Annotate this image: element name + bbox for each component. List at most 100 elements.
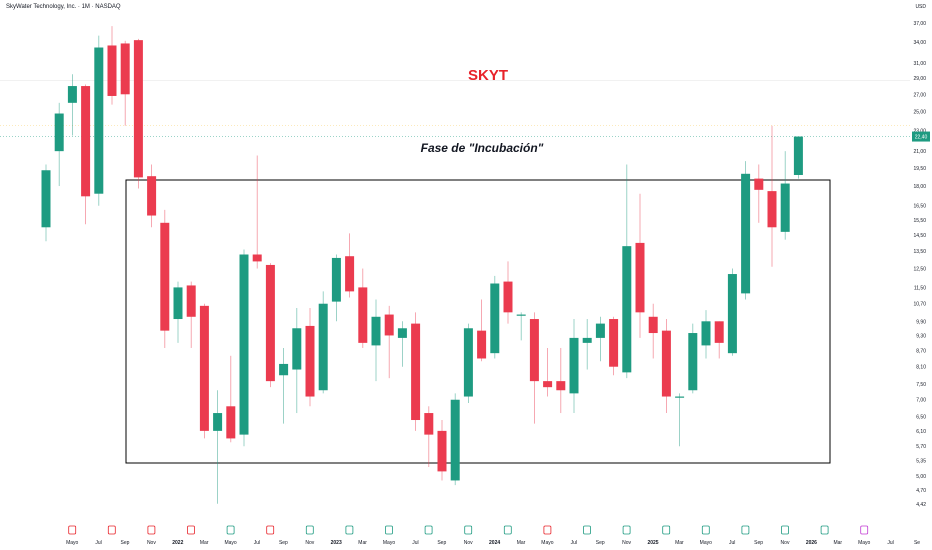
candle-body <box>582 337 592 343</box>
y-tick-label: 6,50 <box>916 415 926 421</box>
earnings-marker <box>107 525 116 535</box>
candle-body <box>120 43 130 95</box>
x-tick-label: Mayo <box>383 540 395 546</box>
candle <box>173 281 183 343</box>
x-tick-label: Sep <box>279 540 288 546</box>
candle-body <box>661 330 671 397</box>
y-tick-label: 34,00 <box>913 40 926 46</box>
candle-body <box>477 330 487 359</box>
candle-body <box>767 191 777 228</box>
earnings-marker <box>701 525 710 535</box>
candle <box>186 281 196 348</box>
candle <box>609 316 619 376</box>
candle-body <box>635 242 645 313</box>
candle <box>463 323 473 403</box>
ticker-annotation: SKYT <box>468 67 508 84</box>
candle-body <box>727 274 737 354</box>
y-tick-label: 27,00 <box>913 92 926 98</box>
earnings-marker <box>305 525 314 535</box>
candle <box>516 312 526 341</box>
candle <box>226 355 236 443</box>
y-tick-label: 21,00 <box>913 149 926 155</box>
candle <box>331 254 341 322</box>
candle-body <box>147 176 157 216</box>
phase-annotation: Fase de "Incubación" <box>421 141 544 155</box>
earnings-marker <box>741 525 750 535</box>
candle <box>450 393 460 486</box>
candle-body <box>595 323 605 338</box>
candle <box>358 268 368 348</box>
candle <box>675 393 685 447</box>
y-tick-label: 5,35 <box>916 459 926 465</box>
candle <box>595 316 605 362</box>
candle <box>503 261 513 324</box>
x-tick-label: Jul <box>887 540 893 546</box>
earnings-marker <box>820 525 829 535</box>
candle-body <box>226 406 236 439</box>
x-tick-label: Nov <box>147 540 156 546</box>
candle-body <box>503 281 513 313</box>
candle-body <box>81 86 91 197</box>
y-tick-label: 4,42 <box>916 502 926 508</box>
candle-body <box>41 170 51 228</box>
y-tick-label: 11,50 <box>914 285 926 291</box>
earnings-marker <box>860 525 869 535</box>
candle <box>54 102 64 187</box>
candle-body <box>411 323 421 421</box>
candle <box>477 299 487 362</box>
candle <box>701 310 711 359</box>
candle <box>265 263 275 388</box>
y-tick-label: 15,50 <box>913 218 926 224</box>
earnings-marker <box>187 525 195 535</box>
x-tick-label: Nov <box>781 540 790 546</box>
candle-body <box>529 319 539 382</box>
x-tick-label: Mayo <box>224 540 236 546</box>
candle <box>305 307 315 407</box>
candle-body <box>331 257 341 302</box>
price-axis: 37,0034,0031,0029,0027,0025,0023,0021,00… <box>912 21 930 508</box>
candle-body <box>424 413 434 435</box>
x-tick-label: Jul <box>95 540 101 546</box>
candle <box>133 38 143 189</box>
candle-body <box>516 314 526 316</box>
candle-body <box>490 283 500 354</box>
x-tick-label: Mayo <box>700 540 712 546</box>
candle-body <box>675 396 685 398</box>
candle <box>741 161 751 300</box>
x-tick-label: 2025 <box>647 540 658 546</box>
grid-layer <box>0 80 910 137</box>
candle-body <box>754 178 764 190</box>
candle-body <box>54 113 64 152</box>
candle <box>661 319 671 414</box>
candle-body <box>543 381 553 388</box>
candle-body <box>305 325 315 397</box>
x-tick-label: Mar <box>358 540 367 546</box>
candle <box>94 35 104 206</box>
x-tick-label: Nov <box>305 540 314 546</box>
candle <box>714 321 724 359</box>
candle-body <box>437 430 447 472</box>
earnings-marker <box>68 525 77 535</box>
candle-body <box>292 328 302 370</box>
candle <box>490 275 500 359</box>
candle-body <box>107 45 117 96</box>
earnings-marker <box>385 525 393 535</box>
y-tick-label: 9,30 <box>916 333 926 339</box>
incubation-box-layer <box>125 179 831 464</box>
x-tick-label: Jul <box>412 540 418 546</box>
earnings-marker <box>345 525 354 535</box>
candle <box>569 319 579 414</box>
y-tick-label: 5,00 <box>916 474 926 480</box>
candle <box>384 305 394 379</box>
x-tick-label: Mar <box>200 540 209 546</box>
incubation-box <box>125 179 831 464</box>
candle <box>107 26 117 105</box>
candle-body <box>67 86 77 103</box>
candle-body <box>133 40 143 178</box>
y-tick-label: 12,50 <box>913 267 926 273</box>
event-markers <box>68 525 869 535</box>
y-tick-label: 10,70 <box>913 302 926 308</box>
candle <box>239 249 249 447</box>
candle-body <box>265 264 275 382</box>
